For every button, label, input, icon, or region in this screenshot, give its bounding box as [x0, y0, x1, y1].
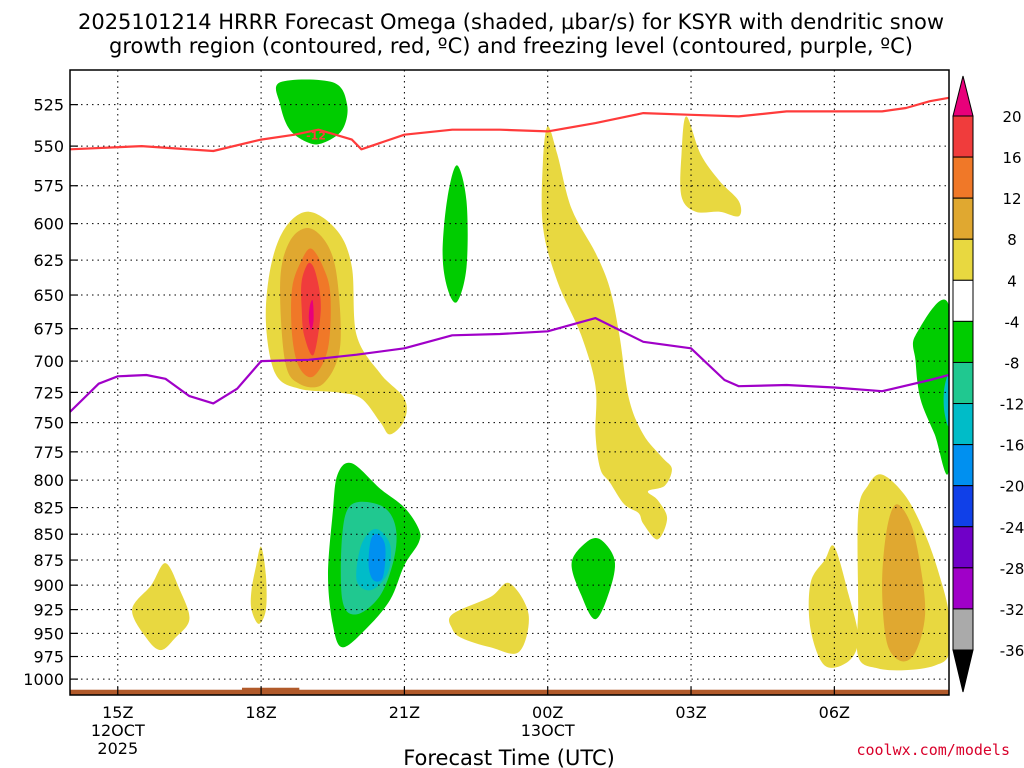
colorbar-label-1: 16	[1002, 149, 1021, 167]
colorbar-swatch-9	[952, 485, 974, 528]
freezing-level-line	[70, 317, 949, 413]
omega-shading	[132, 79, 949, 671]
colorbar-swatch-10	[952, 526, 974, 569]
y-tick-label-575: 575	[33, 177, 64, 196]
colorbar-swatch-2	[952, 197, 974, 240]
colorbar-swatch-0	[952, 115, 974, 158]
x-tick-label-21Z: 21Z	[389, 703, 420, 722]
x-tick-date-15Z: 12OCT	[91, 721, 145, 740]
colorbar-label-10: -24	[1000, 519, 1024, 537]
ground-bump	[241, 687, 300, 691]
x-tick-date-00Z: 13OCT	[521, 721, 575, 740]
y-tick-label-800: 800	[33, 471, 64, 490]
y-tick-label-725: 725	[33, 383, 64, 402]
grid-lines	[70, 70, 949, 695]
x-axis-label: Forecast Time (UTC)	[403, 746, 615, 768]
y-tick-label-750: 750	[33, 414, 64, 433]
colorbar-label-4: 4	[1007, 272, 1017, 290]
x-tick-label-00Z: 00Z	[532, 703, 563, 722]
omega-region-16	[250, 546, 267, 624]
colorbar-swatch-1	[952, 156, 974, 199]
x-tick-label-06Z: 06Z	[819, 703, 850, 722]
colorbar-swatch-4	[952, 279, 974, 322]
watermark-text: coolwx.com/models	[856, 741, 1010, 759]
omega-region-21	[882, 504, 926, 662]
y-tick-label-925: 925	[33, 601, 64, 620]
y-tick-label-900: 900	[33, 576, 64, 595]
ground-fill	[70, 689, 949, 695]
ground-band	[70, 687, 949, 695]
y-tick-label-950: 950	[33, 624, 64, 643]
colorbar: 20 16 12 8 4 -4 -8 -12 -16 -20 -24 -28 -32 -36	[952, 75, 1024, 693]
omega-region-0	[275, 79, 348, 145]
y-tick-label-550: 550	[33, 137, 64, 156]
x-tick-year-15Z: 2025	[97, 739, 138, 758]
y-tick-label-825: 825	[33, 499, 64, 518]
colorbar-swatch-12	[952, 608, 974, 651]
colorbar-label-6: -8	[1005, 354, 1020, 372]
y-tick-label-625: 625	[33, 251, 64, 270]
colorbar-label-7: -12	[1000, 396, 1024, 414]
omega-region-8	[680, 116, 742, 217]
colorbar-top-arrow	[952, 75, 974, 117]
colorbar-swatch-8	[952, 444, 974, 487]
y-tick-label-525: 525	[33, 96, 64, 115]
colorbar-label-5: -4	[1005, 313, 1020, 331]
x-tick-label-15Z: 15Z	[102, 703, 133, 722]
colorbar-label-9: -20	[1000, 478, 1024, 496]
colorbar-label-2: 12	[1002, 190, 1021, 208]
colorbar-swatch-6	[952, 361, 974, 405]
colorbar-label-0: 20	[1002, 108, 1021, 126]
omega-region-10	[943, 374, 949, 427]
colorbar-swatch-3	[952, 238, 974, 281]
omega-region-7	[541, 126, 672, 540]
dgz-contour-label: -12	[306, 130, 326, 143]
y-tick-label-1000: 1000	[23, 670, 64, 689]
y-tick-label-600: 600	[33, 215, 64, 234]
x-tick-label-03Z: 03Z	[675, 703, 706, 722]
omega-region-18	[448, 582, 529, 654]
y-tick-label-850: 850	[33, 525, 64, 544]
y-tick-label-975: 975	[33, 648, 64, 667]
y-tick-label-700: 700	[33, 352, 64, 371]
y-tick-label-650: 650	[33, 286, 64, 305]
chart-title-line1: 2025101214 HRRR Forecast Omega (shaded, …	[78, 10, 944, 34]
y-tick-label-875: 875	[33, 551, 64, 570]
colorbar-label-3: 8	[1007, 231, 1017, 249]
contour-lines: -12	[70, 96, 949, 413]
omega-region-5	[308, 299, 314, 330]
colorbar-label-11: -28	[1000, 560, 1024, 578]
colorbar-swatch-7	[952, 403, 974, 446]
colorbar-label-12: -32	[1000, 601, 1024, 619]
colorbar-swatch-5	[952, 320, 974, 363]
x-tick-label-18Z: 18Z	[245, 703, 276, 722]
omega-region-6	[442, 165, 468, 303]
colorbar-label-13: -36	[1000, 642, 1024, 660]
omega-region-14	[368, 533, 386, 582]
plot-frame	[69, 69, 950, 696]
omega-region-19	[808, 545, 859, 668]
colorbar-bottom-arrow	[952, 649, 974, 693]
dgz-contour-line	[70, 96, 949, 153]
chart-title-line2: growth region (contoured, red, ºC) and f…	[109, 34, 913, 58]
y-tick-label-775: 775	[33, 443, 64, 462]
omega-region-15	[132, 563, 190, 651]
colorbar-label-8: -16	[1000, 437, 1024, 455]
omega-region-9	[912, 299, 949, 475]
colorbar-swatch-11	[952, 567, 974, 610]
y-axis: 525 550 575 600 625 650 675 700 725 750 775 800 825 8…	[23, 96, 78, 689]
omega-region-17	[571, 538, 616, 620]
y-tick-label-675: 675	[33, 320, 64, 339]
